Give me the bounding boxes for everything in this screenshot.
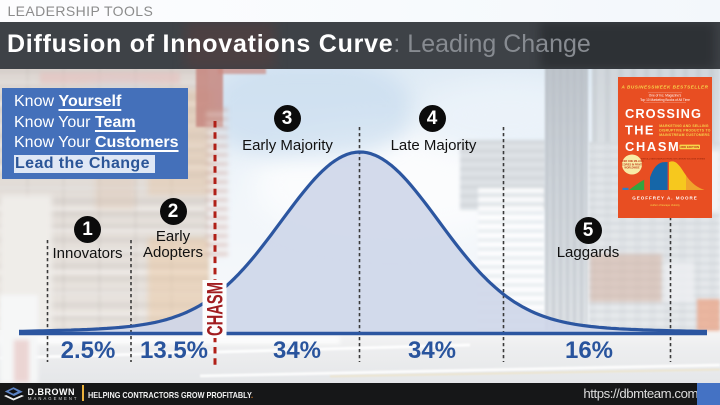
svg-text:OVER ONE MILLION: OVER ONE MILLION (620, 160, 643, 163)
svg-text:MAINSTREAM CUSTOMERS: MAINSTREAM CUSTOMERS (659, 133, 710, 137)
svg-text:DISRUPTIVE PRODUCTS TO: DISRUPTIVE PRODUCTS TO (659, 128, 711, 132)
svg-text:GEOFFREY A. MOORE: GEOFFREY A. MOORE (632, 195, 698, 200)
svg-text:WITH ALL NEW EXAMPLES FROM 21S: WITH ALL NEW EXAMPLES FROM 21ST-CENTURY … (641, 157, 706, 160)
svg-text:THE: THE (625, 122, 655, 137)
svg-text:COPIES IN PRINT: COPIES IN PRINT (622, 163, 642, 166)
svg-text:MARKETING AND SELLING: MARKETING AND SELLING (659, 124, 709, 128)
svg-text:One of Inc. Magazine’s: One of Inc. Magazine’s (649, 93, 682, 97)
svg-text:Author of Escape Velocity: Author of Escape Velocity (650, 203, 680, 207)
svg-text:CHASM: CHASM (203, 282, 228, 336)
svg-text:3RD EDITION: 3RD EDITION (680, 145, 699, 149)
svg-text:CHASM: CHASM (625, 138, 680, 153)
svg-text:Top 10 Marketing Books of All: Top 10 Marketing Books of All Time (640, 98, 690, 102)
svg-text:A BUSINESSWEEK BESTSELLER: A BUSINESSWEEK BESTSELLER (620, 84, 708, 89)
svg-text:CROSSING: CROSSING (625, 106, 702, 121)
svg-text:WORLDWIDE: WORLDWIDE (624, 166, 640, 169)
